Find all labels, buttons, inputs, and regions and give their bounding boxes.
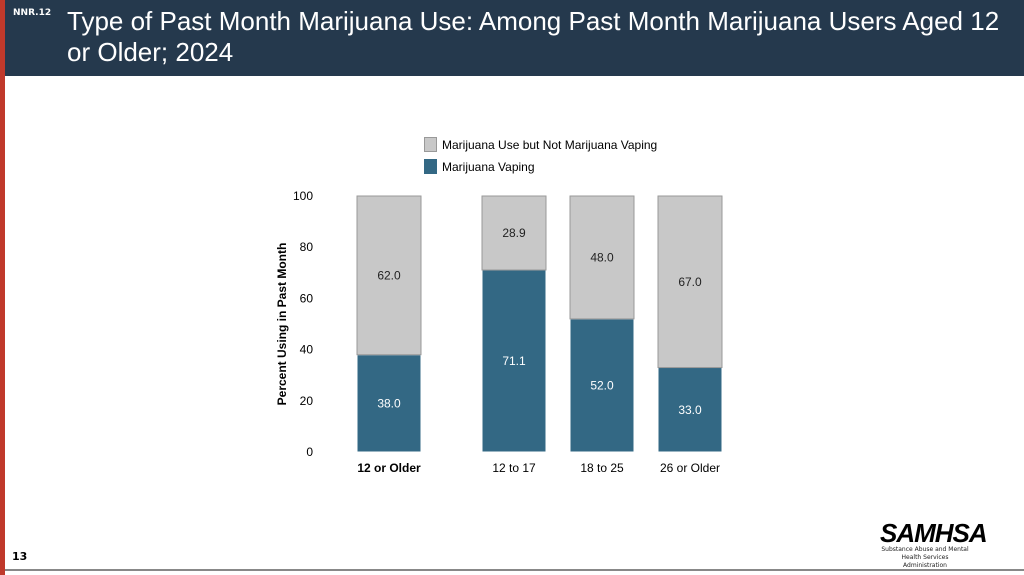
- legend-label: Marijuana Vaping: [442, 159, 535, 174]
- x-tick-label: 12 or Older: [357, 461, 421, 475]
- y-tick-label: 60: [300, 291, 314, 305]
- y-tick-label: 0: [306, 445, 313, 459]
- legend-item-vaping: Marijuana Vaping: [424, 159, 535, 174]
- y-tick-label: 40: [300, 343, 314, 357]
- divider: [5, 569, 1024, 571]
- legend-item-not-vaping: Marijuana Use but Not Marijuana Vaping: [424, 137, 657, 152]
- data-label: 38.0: [377, 396, 401, 410]
- bar-segment: [657, 195, 723, 369]
- y-tick-label: 80: [300, 240, 314, 254]
- data-label: 52.0: [590, 378, 614, 392]
- bar-segment: [481, 195, 547, 271]
- x-tick-label: 18 to 25: [580, 461, 624, 475]
- header-bar: [0, 0, 1024, 76]
- x-tick-label: 26 or Older: [660, 461, 720, 475]
- bar-segment: [356, 354, 422, 453]
- legend-swatch: [424, 159, 437, 174]
- bar-segment: [481, 269, 547, 453]
- logo-subtitle: Substance Abuse and Mental Health Servic…: [881, 546, 969, 569]
- bar-segment: [356, 195, 422, 356]
- x-tick-label: 12 to 17: [492, 461, 536, 475]
- data-label: 62.0: [377, 268, 401, 282]
- data-label: 71.1: [502, 354, 526, 368]
- data-label: 28.9: [502, 226, 526, 240]
- y-tick-label: 100: [293, 189, 313, 203]
- data-label: 67.0: [678, 275, 702, 289]
- slide-code: NNR.12: [13, 8, 52, 18]
- data-label: 33.0: [678, 403, 702, 417]
- data-label: 48.0: [590, 250, 614, 264]
- y-tick-label: 20: [300, 394, 314, 408]
- logo-text: SAMHSA: [880, 518, 988, 548]
- samhsa-logo: SAMHSA Substance Abuse and Mental Health …: [880, 518, 988, 570]
- bar-segment: [569, 195, 635, 320]
- accent-bar: [0, 0, 5, 575]
- page-number: 13: [12, 550, 28, 563]
- page-title: Type of Past Month Marijuana Use: Among …: [67, 6, 1000, 67]
- bar-segment: [657, 367, 723, 453]
- y-axis-label: Percent Using in Past Month: [275, 243, 289, 406]
- legend-swatch: [424, 137, 437, 152]
- legend-label: Marijuana Use but Not Marijuana Vaping: [442, 137, 658, 152]
